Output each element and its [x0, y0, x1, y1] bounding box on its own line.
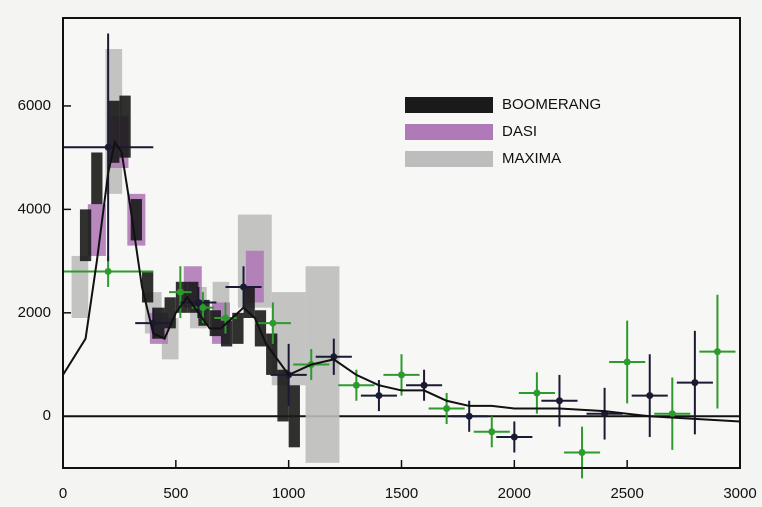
- data-point: [240, 283, 248, 291]
- data-point: [330, 353, 338, 361]
- data-box: [130, 199, 142, 241]
- data-point: [194, 298, 202, 306]
- data-point: [555, 397, 563, 405]
- data-box: [141, 271, 154, 303]
- data-box: [87, 204, 106, 256]
- x-tick-label: 0: [59, 485, 67, 502]
- data-point: [646, 392, 654, 400]
- data-point: [713, 348, 721, 356]
- plot-area: [63, 18, 740, 468]
- data-point: [104, 267, 112, 275]
- data-point: [623, 358, 631, 366]
- data-box: [79, 209, 92, 262]
- legend-swatch: [405, 124, 493, 140]
- data-point: [420, 381, 428, 389]
- data-point: [465, 412, 473, 420]
- data-box: [209, 310, 221, 337]
- data-box: [254, 310, 267, 347]
- theory-curve: [62, 139, 741, 423]
- data-box: [71, 255, 89, 318]
- data-point: [176, 288, 184, 296]
- data-point: [269, 319, 277, 327]
- y-tick-label: 0: [43, 407, 51, 424]
- data-point: [668, 410, 676, 418]
- data-point: [199, 304, 207, 312]
- data-box: [164, 297, 176, 329]
- data-box: [288, 385, 300, 448]
- legend-swatch: [405, 97, 493, 113]
- data-box: [198, 299, 210, 326]
- legend-label: MAXIMA: [502, 150, 561, 167]
- x-tick-label: 3000: [723, 485, 756, 502]
- data-point: [104, 143, 112, 151]
- data-box: [187, 281, 199, 313]
- y-tick-label: 4000: [18, 200, 51, 217]
- plot-frame: [62, 17, 741, 469]
- x-tick-label: 2500: [610, 485, 643, 502]
- data-box: [266, 333, 278, 375]
- x-tick-label: 500: [163, 485, 188, 502]
- data-box: [243, 286, 255, 318]
- legend-label: BOOMERANG: [502, 96, 601, 113]
- data-point: [443, 405, 451, 413]
- data-point: [510, 433, 518, 441]
- data-point: [352, 381, 360, 389]
- x-tick-label: 1500: [385, 485, 418, 502]
- x-tick-label: 2000: [498, 485, 531, 502]
- data-point: [533, 389, 541, 397]
- data-box: [108, 100, 120, 163]
- data-box: [232, 312, 244, 344]
- data-box: [175, 281, 188, 313]
- data-box: [119, 95, 131, 158]
- data-point: [375, 392, 383, 400]
- data-point: [691, 379, 699, 387]
- data-box: [277, 369, 289, 422]
- data-point: [578, 448, 586, 456]
- y-tick-label: 6000: [18, 97, 51, 114]
- legend-label: DASI: [502, 123, 537, 140]
- legend-swatch: [405, 151, 493, 167]
- y-tick-label: 2000: [18, 304, 51, 321]
- x-tick-label: 1000: [272, 485, 305, 502]
- data-point: [398, 371, 405, 379]
- data-point: [221, 314, 229, 322]
- data-point: [488, 428, 496, 436]
- data-box: [220, 320, 233, 347]
- data-box: [91, 152, 103, 205]
